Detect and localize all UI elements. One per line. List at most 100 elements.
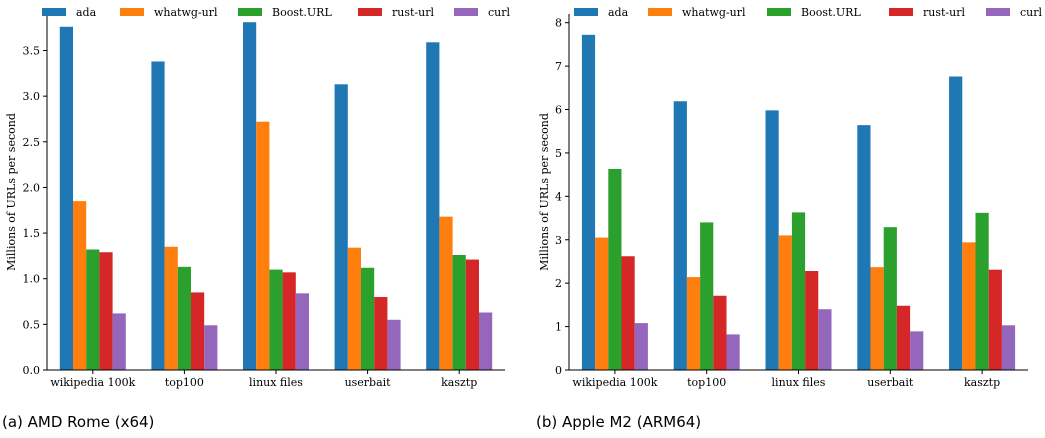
- legend-swatch-rust-url: [889, 8, 913, 16]
- bar-curl-linux-files: [818, 309, 832, 370]
- legend-swatch-Boost.URL: [767, 8, 791, 16]
- bar-Boost.URL-userbait: [883, 227, 897, 370]
- legend-swatch-rust-url: [358, 8, 382, 16]
- bar-rust-url-userbait: [374, 296, 388, 370]
- legend-label-whatwg-url: whatwg-url: [682, 6, 746, 19]
- legend-label-Boost.URL: Boost.URL: [801, 6, 861, 19]
- bar-whatwg-url-wikipedia-100k: [595, 237, 609, 370]
- bar-ada-linux-files: [243, 22, 257, 370]
- x-tick-label: userbait: [867, 376, 914, 389]
- y-tick-label: 0.0: [23, 364, 41, 377]
- bar-whatwg-url-linux-files: [256, 121, 270, 371]
- bar-curl-top100: [726, 334, 740, 370]
- bar-rust-url-kasztp: [988, 269, 1002, 370]
- chart-panel-0: 0.0 0.5 1.0 1.5 2.0 2.5 3.0 3.5 wikipedia 100k to…: [5, 6, 511, 389]
- bar-whatwg-url-userbait: [347, 247, 361, 370]
- bar-whatwg-url-kasztp: [439, 216, 453, 370]
- legend-label-rust-url: rust-url: [392, 6, 434, 19]
- y-axis-label: Millions of URLs per second: [538, 113, 551, 271]
- bar-rust-url-top100: [713, 295, 727, 370]
- legend-label-curl: curl: [488, 6, 511, 19]
- y-tick-label: 1: [555, 321, 562, 334]
- bar-curl-wikipedia-100k: [634, 323, 648, 370]
- bar-Boost.URL-userbait: [361, 267, 375, 370]
- bar-curl-userbait: [910, 331, 924, 370]
- x-tick-label: wikipedia 100k: [572, 376, 657, 389]
- bar-rust-url-top100: [191, 292, 205, 370]
- bar-Boost.URL-linux-files: [791, 212, 806, 370]
- legend-swatch-ada: [42, 8, 66, 16]
- bar-curl-top100: [204, 325, 218, 370]
- bar-whatwg-url-kasztp: [962, 242, 976, 370]
- x-tick-label: kasztp: [964, 376, 1000, 389]
- bar-curl-wikipedia-100k: [112, 313, 126, 370]
- bar-ada-userbait: [857, 125, 871, 370]
- y-tick-label: 2.0: [23, 181, 41, 194]
- bar-ada-wikipedia-100k: [581, 34, 596, 371]
- bar-ada-wikipedia-100k: [59, 26, 73, 371]
- legend-label-Boost.URL: Boost.URL: [272, 6, 332, 19]
- bar-rust-url-kasztp: [465, 259, 479, 370]
- bar-whatwg-url-userbait: [870, 267, 884, 370]
- bar-ada-linux-files: [765, 110, 779, 370]
- x-tick-label: top100: [687, 376, 726, 389]
- legend-label-whatwg-url: whatwg-url: [154, 6, 218, 19]
- bar-Boost.URL-top100: [700, 222, 714, 370]
- y-tick-label: 5: [555, 147, 562, 160]
- y-tick-label: 1.0: [23, 273, 41, 286]
- bar-Boost.URL-top100: [177, 266, 191, 370]
- bar-rust-url-linux-files: [282, 272, 296, 370]
- y-tick-label: 8: [555, 17, 562, 30]
- y-tick-label: 7: [555, 60, 562, 73]
- bar-Boost.URL-kasztp: [452, 254, 466, 370]
- y-tick-label: 3: [555, 234, 562, 247]
- bar-Boost.URL-linux-files: [269, 269, 283, 370]
- y-tick-label: 6: [555, 104, 562, 117]
- bar-curl-kasztp: [1001, 325, 1016, 370]
- legend-swatch-whatwg-url: [120, 8, 144, 16]
- legend-swatch-Boost.URL: [238, 8, 262, 16]
- x-tick-label: wikipedia 100k: [50, 376, 135, 389]
- legend-label-curl: curl: [1020, 6, 1043, 19]
- chart-panel-1: 0 1 2 3 4 5 6 7 8 wikipedia 100k top100 linux files…: [538, 6, 1043, 389]
- bar-ada-kasztp: [426, 42, 440, 371]
- bar-whatwg-url-wikipedia-100k: [73, 201, 87, 370]
- y-tick-label: 2: [555, 277, 562, 290]
- y-axis-label: Millions of URLs per second: [5, 113, 18, 271]
- x-tick-label: userbait: [345, 376, 392, 389]
- bar-curl-linux-files: [295, 293, 309, 370]
- x-tick-label: top100: [165, 376, 204, 389]
- legend-label-ada: ada: [608, 6, 629, 19]
- bar-rust-url-userbait: [896, 305, 911, 370]
- y-tick-label: 3.0: [23, 90, 41, 103]
- legend-label-rust-url: rust-url: [923, 6, 965, 19]
- bar-rust-url-wikipedia-100k: [99, 252, 113, 370]
- bar-whatwg-url-top100: [164, 246, 178, 370]
- legend-swatch-ada: [574, 8, 598, 16]
- bar-ada-top100: [151, 61, 165, 370]
- legend-swatch-whatwg-url: [648, 8, 672, 16]
- bar-Boost.URL-wikipedia-100k: [86, 249, 100, 370]
- y-tick-label: 0: [555, 364, 562, 377]
- bar-ada-kasztp: [949, 76, 963, 371]
- x-tick-label: linux files: [772, 376, 826, 389]
- bar-curl-kasztp: [479, 312, 493, 370]
- legend-swatch-curl: [454, 8, 478, 16]
- y-tick-label: 0.5: [23, 318, 41, 331]
- bar-whatwg-url-top100: [686, 277, 701, 370]
- bar-Boost.URL-wikipedia-100k: [608, 168, 622, 370]
- bar-ada-userbait: [334, 84, 348, 370]
- bar-ada-top100: [673, 101, 687, 370]
- legend-swatch-curl: [986, 8, 1010, 16]
- y-tick-label: 3.5: [23, 45, 41, 58]
- bar-rust-url-linux-files: [805, 271, 819, 370]
- legend: ada whatwg-url Boost.URL rust-url curl: [42, 6, 511, 19]
- bar-rust-url-wikipedia-100k: [621, 256, 635, 370]
- legend: ada whatwg-url Boost.URL rust-url curl: [574, 6, 1043, 19]
- legend-label-ada: ada: [76, 6, 97, 19]
- y-tick-label: 2.5: [23, 136, 41, 149]
- caption-right: (b) Apple M2 (ARM64): [536, 413, 702, 431]
- y-tick-label: 4: [555, 190, 562, 203]
- caption-left: (a) AMD Rome (x64): [2, 413, 155, 431]
